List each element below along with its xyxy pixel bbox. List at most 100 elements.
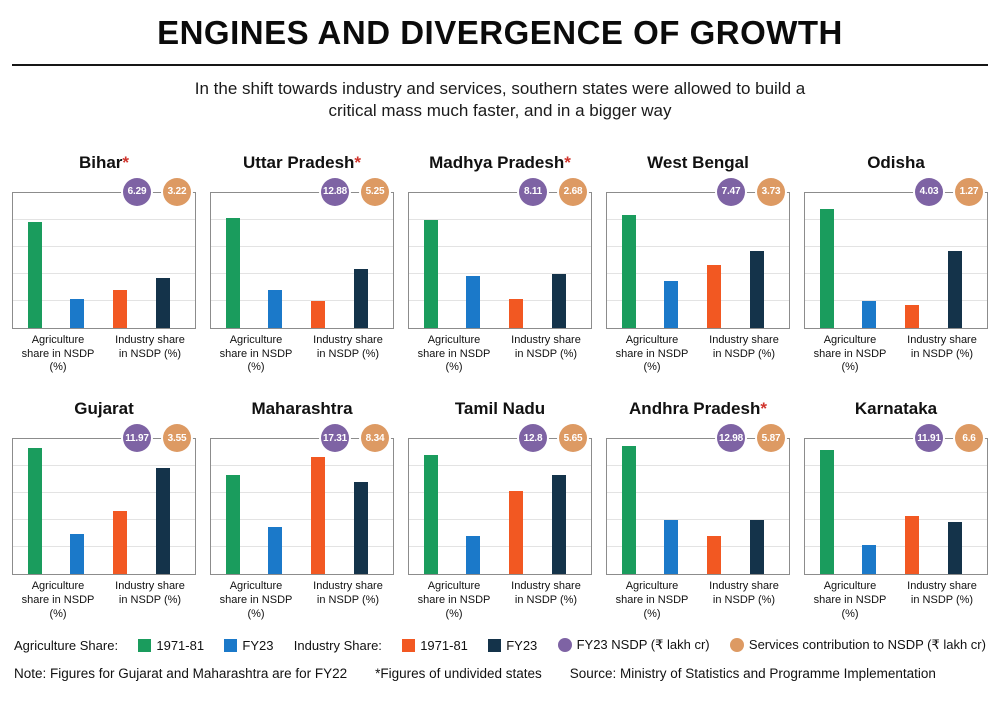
- state-name: Tamil Nadu: [408, 399, 592, 421]
- axis-label-industry: Industry share in NSDP (%): [313, 580, 383, 606]
- nsdp-badge: 12.88: [321, 177, 349, 206]
- gridline: [607, 299, 789, 301]
- plot-area: [12, 191, 196, 329]
- state-name: West Bengal: [606, 153, 790, 175]
- axis-label-agriculture: Agriculture share in NSDP (%): [615, 333, 689, 374]
- axis-label-agriculture: Agriculture share in NSDP (%): [417, 333, 491, 374]
- state-name-text: Madhya Pradesh: [429, 152, 565, 172]
- services-badge: 3.22: [163, 177, 191, 206]
- state-name-text: Odisha: [867, 152, 925, 172]
- state-name: Gujarat: [12, 399, 196, 421]
- badge-group: 11.97 3.55: [123, 424, 191, 453]
- state-name: Madhya Pradesh*: [408, 153, 592, 175]
- badge-group: 12.8 5.65: [519, 424, 587, 453]
- bar-agriculture-1971-81: [225, 475, 240, 575]
- purple-dot-icon: [557, 638, 572, 653]
- x-axis-labels: Agriculture share in NSDP (%) Industry s…: [804, 334, 988, 375]
- gridline: [13, 272, 195, 274]
- bar-industry-1971-81: [707, 535, 722, 575]
- bar-industry-1971-81: [311, 300, 326, 328]
- plot-wrap: 8.11 2.68 Agriculture share in NSDP (%) …: [408, 177, 592, 375]
- services-badge: 6.6: [955, 424, 983, 453]
- gridline: [409, 546, 591, 548]
- bar-agriculture-1971-81: [819, 450, 834, 575]
- axis-label-industry: Industry share in NSDP (%): [907, 333, 977, 360]
- gridline: [13, 299, 195, 301]
- gridline: [211, 218, 393, 220]
- bar-agriculture-fy23: [466, 535, 481, 575]
- x-axis-labels: Agriculture share in NSDP (%) Industry s…: [210, 580, 394, 621]
- state-asterisk: *: [354, 152, 362, 172]
- bar-agriculture-fy23: [466, 276, 481, 328]
- gridline: [211, 272, 393, 274]
- badge-group: 17.31 8.34: [321, 424, 389, 453]
- legend-ind-1971-81: 1971-81: [402, 638, 468, 653]
- bar-industry-1971-81: [905, 515, 920, 575]
- axis-label-agriculture: Agriculture share in NSDP (%): [21, 580, 95, 620]
- state-name-text: Andhra Pradesh: [629, 399, 761, 419]
- bar-industry-1971-81: [509, 298, 524, 328]
- bar-agriculture-1971-81: [621, 215, 636, 328]
- axis-label-industry: Industry share in NSDP (%): [115, 580, 185, 606]
- gridline: [409, 272, 591, 274]
- plot-wrap: 12.8 5.65 Agriculture share in NSDP (%) …: [408, 424, 592, 621]
- gridline: [211, 465, 393, 467]
- state-chart-panel: Gujarat 11.97 3.55 Agriculture share in …: [12, 399, 196, 621]
- gridline: [409, 519, 591, 521]
- footer-undivided-note: *Figures of undivided states: [375, 666, 542, 682]
- x-axis-labels: Agriculture share in NSDP (%) Industry s…: [606, 334, 790, 375]
- bar-industry-fy23: [551, 475, 566, 575]
- axis-label-industry: Industry share in NSDP (%): [709, 580, 779, 606]
- plot-wrap: 11.91 6.6 Agriculture share in NSDP (%) …: [804, 424, 988, 621]
- axis-label-agriculture: Agriculture share in NSDP (%): [813, 580, 887, 620]
- bar-agriculture-fy23: [70, 533, 85, 575]
- bar-agriculture-fy23: [664, 520, 679, 575]
- gridline: [607, 218, 789, 220]
- state-name: Andhra Pradesh*: [606, 399, 790, 421]
- state-name: Bihar*: [12, 153, 196, 175]
- navy-swatch-icon: [488, 638, 502, 652]
- gridline: [805, 492, 987, 494]
- bar-industry-fy23: [155, 278, 170, 328]
- bar-industry-fy23: [353, 269, 368, 328]
- bar-agriculture-fy23: [268, 526, 283, 575]
- plot-area: [12, 438, 196, 576]
- page-title: ENGINES AND DIVERGENCE OF GROWTH: [157, 14, 843, 51]
- axis-label-agriculture: Agriculture share in NSDP (%): [219, 333, 293, 374]
- bar-industry-1971-81: [113, 289, 128, 328]
- badge-group: 8.11 2.68: [519, 177, 587, 206]
- x-axis-labels: Agriculture share in NSDP (%) Industry s…: [12, 334, 196, 375]
- legend-services-badge: Services contribution to NSDP (₹ lakh cr…: [729, 637, 986, 653]
- nsdp-badge: 12.98: [717, 424, 745, 453]
- state-name-text: Gujarat: [74, 399, 134, 419]
- state-chart-panel: Maharashtra 17.31 8.34 Agriculture share…: [210, 399, 394, 621]
- legend-agriculture-label: Agriculture Share:: [14, 637, 119, 653]
- bar-agriculture-fy23: [664, 280, 679, 328]
- axis-label-industry: Industry share in NSDP (%): [709, 333, 779, 360]
- state-chart-panel: Madhya Pradesh* 8.11 2.68 Agriculture sh…: [408, 153, 592, 375]
- bar-agriculture-1971-81: [27, 448, 42, 575]
- axis-label-industry: Industry share in NSDP (%): [907, 580, 977, 606]
- gridline: [211, 492, 393, 494]
- nsdp-badge: 8.11: [519, 177, 547, 206]
- gridline: [805, 245, 987, 247]
- axis-label-agriculture: Agriculture share in NSDP (%): [21, 333, 95, 374]
- gridline: [805, 299, 987, 301]
- x-axis-labels: Agriculture share in NSDP (%) Industry s…: [606, 580, 790, 621]
- plot-area: [606, 191, 790, 329]
- gridline: [607, 492, 789, 494]
- green-swatch-icon: [138, 638, 152, 652]
- state-name: Maharashtra: [210, 399, 394, 421]
- plot-area: [408, 438, 592, 576]
- state-name-text: Karnataka: [854, 399, 938, 419]
- nsdp-badge: 12.8: [519, 424, 547, 453]
- gridline: [409, 299, 591, 301]
- plot-wrap: 4.03 1.27 Agriculture share in NSDP (%) …: [804, 177, 988, 375]
- bar-agriculture-1971-81: [423, 219, 438, 328]
- services-badge: 5.65: [559, 424, 587, 453]
- gridline: [13, 492, 195, 494]
- nsdp-badge: 4.03: [915, 177, 943, 206]
- services-badge: 8.34: [361, 424, 389, 453]
- plot-wrap: 12.88 5.25 Agriculture share in NSDP (%)…: [210, 177, 394, 375]
